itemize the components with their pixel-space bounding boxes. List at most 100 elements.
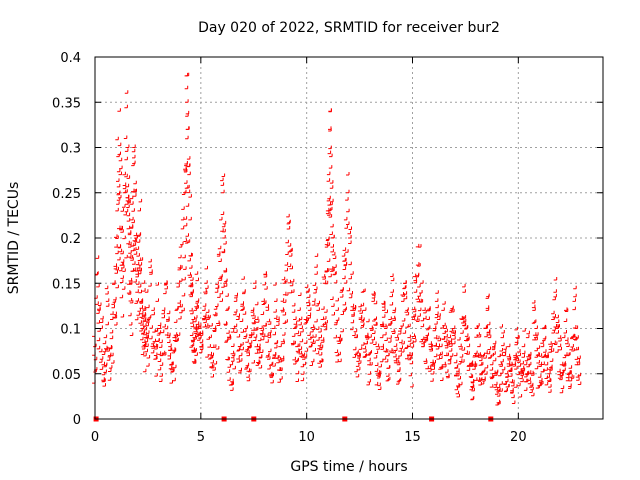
data-point (116, 183, 121, 188)
data-point (113, 311, 117, 316)
data-point (330, 248, 334, 253)
data-point (435, 304, 439, 309)
data-point (549, 364, 553, 369)
data-point (568, 365, 573, 369)
data-point (180, 241, 184, 246)
data-point (343, 280, 348, 284)
y-tick-label: 0.4 (60, 51, 81, 66)
chart-title: Day 020 of 2022, SRMTID for receiver bur… (198, 20, 500, 36)
data-point (127, 291, 132, 295)
data-point (431, 366, 435, 370)
data-point (214, 289, 219, 293)
data-point (148, 258, 152, 263)
data-point (116, 178, 120, 182)
data-point (573, 285, 577, 290)
data-point (202, 303, 207, 307)
data-point (280, 357, 285, 362)
data-point (194, 303, 198, 308)
data-point (182, 254, 186, 259)
data-point (229, 361, 234, 366)
data-point (189, 265, 193, 269)
data-point (143, 352, 147, 357)
data-point (341, 253, 346, 257)
data-point (532, 307, 536, 311)
data-point (230, 329, 235, 333)
data-point (102, 383, 106, 387)
data-point (456, 370, 460, 375)
data-point (239, 318, 244, 322)
data-point (101, 377, 105, 381)
data-point (223, 283, 228, 287)
data-point (124, 208, 129, 213)
data-point (462, 283, 466, 288)
data-point (439, 351, 443, 355)
y-tick-label: 0.35 (52, 96, 81, 111)
data-point (374, 368, 379, 372)
data-point (396, 378, 401, 383)
data-point (435, 290, 439, 294)
data-point (230, 354, 235, 359)
data-point (215, 281, 219, 285)
data-point (372, 330, 376, 334)
data-point (268, 371, 273, 376)
data-point (225, 293, 229, 297)
data-point (248, 368, 252, 373)
data-point (284, 267, 288, 272)
data-point (513, 352, 517, 357)
data-point (139, 257, 144, 261)
y-tick-label: 0.3 (60, 142, 81, 157)
data-point (411, 306, 416, 311)
data-point (131, 162, 135, 167)
data-point (403, 280, 407, 284)
data-point (520, 372, 524, 376)
data-point (324, 280, 329, 285)
data-point (203, 290, 208, 295)
data-point (181, 292, 186, 297)
data-point (128, 298, 133, 302)
data-point (146, 355, 151, 359)
data-point (306, 299, 310, 304)
data-point (226, 356, 230, 361)
data-point (202, 315, 206, 319)
data-point (542, 325, 547, 329)
data-point (444, 338, 448, 342)
data-point (244, 325, 248, 329)
data-point (124, 189, 128, 193)
data-point (132, 242, 137, 246)
data-point (346, 189, 350, 194)
data-point (515, 334, 519, 339)
data-point (127, 231, 132, 236)
data-point (226, 330, 230, 334)
data-point (292, 340, 296, 345)
data-point (552, 314, 556, 318)
data-point (433, 335, 438, 339)
data-point (323, 323, 328, 328)
data-point (521, 367, 526, 372)
data-point (307, 307, 312, 311)
data-point (400, 323, 404, 327)
data-point (314, 264, 318, 268)
data-point (114, 270, 118, 274)
data-point (212, 367, 216, 371)
data-point (489, 374, 494, 378)
data-point (359, 310, 363, 314)
data-point (376, 346, 380, 350)
data-point (121, 286, 126, 290)
data-point (254, 301, 259, 306)
data-point (447, 360, 452, 365)
data-point (531, 300, 536, 304)
data-point (363, 349, 367, 353)
data-point (560, 385, 565, 389)
data-point (187, 171, 191, 176)
data-point (343, 262, 347, 267)
data-point (343, 257, 347, 262)
data-point (259, 325, 263, 329)
data-point (483, 325, 488, 329)
data-point (103, 334, 108, 339)
data-point (243, 333, 248, 337)
data-point (391, 328, 395, 333)
data-point (327, 195, 331, 200)
data-point (135, 298, 139, 302)
data-point (448, 356, 452, 360)
data-point (135, 246, 140, 250)
